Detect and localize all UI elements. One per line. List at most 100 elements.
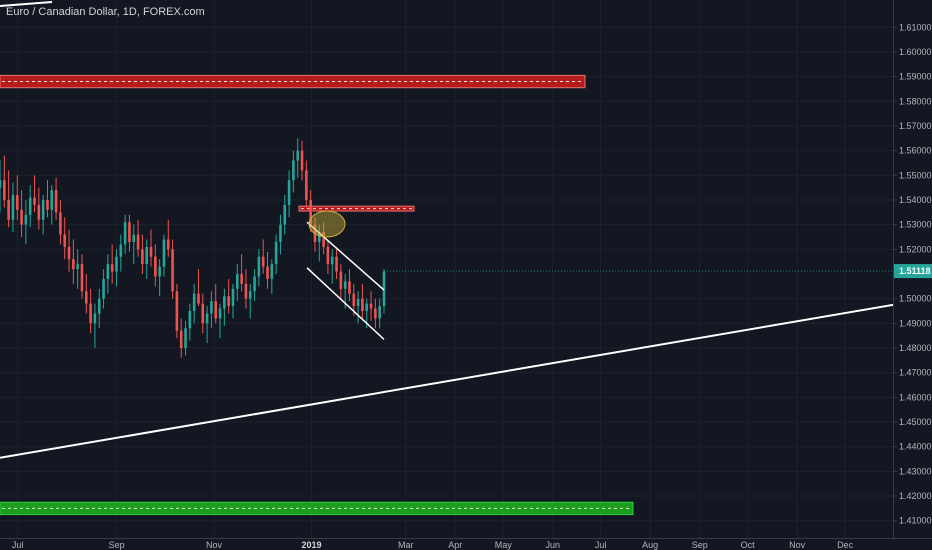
price-tick-label: 1.61000 <box>899 22 932 32</box>
candle-body <box>253 276 256 292</box>
candle-body <box>162 239 166 267</box>
candle-body <box>317 232 321 242</box>
trendline <box>0 303 894 459</box>
candle-body <box>296 150 300 161</box>
candle-body <box>356 298 360 307</box>
candle-body <box>136 234 140 250</box>
candle-body <box>115 256 118 272</box>
candle-body <box>305 170 308 200</box>
chart-annotations <box>306 210 893 340</box>
trendline-fragment <box>0 1 53 7</box>
candle-body <box>231 288 235 307</box>
candle-body <box>41 199 45 220</box>
time-axis[interactable]: Jul Sep Nov 2019 Mar Apr May Jun Jul Aug Sep Oct Nov… <box>0 538 932 550</box>
candle-body <box>63 234 67 247</box>
price-tick-label: 1.56000 <box>899 146 932 156</box>
price-tick-label: 1.46000 <box>899 392 932 402</box>
time-tick-label: Oct <box>741 540 756 550</box>
candle-body <box>171 249 174 292</box>
candle-body <box>145 246 148 265</box>
candle-body <box>236 274 239 289</box>
candle-body <box>7 199 10 220</box>
candle-body <box>348 281 351 294</box>
price-tick-label: 1.57000 <box>899 121 932 131</box>
candle-body <box>184 328 187 349</box>
time-tick-label: Mar <box>398 540 414 550</box>
candle-body <box>361 298 364 312</box>
candle-body <box>89 303 92 324</box>
candle-body <box>292 160 295 181</box>
candle-body <box>33 197 36 205</box>
candle-body <box>20 209 23 225</box>
candle-body <box>166 239 170 250</box>
candle-body <box>257 256 261 277</box>
candle-body <box>50 190 54 210</box>
candle-body <box>188 311 192 329</box>
candle-body <box>343 281 347 289</box>
candlestick-series <box>0 138 386 358</box>
candle-body <box>3 180 6 200</box>
time-axis-background <box>0 538 932 550</box>
candle-body <box>11 195 15 220</box>
candle-body <box>141 249 144 265</box>
candle-body <box>24 214 28 225</box>
candle-body <box>279 224 282 242</box>
candle-body <box>335 256 338 272</box>
candle-body <box>322 232 325 247</box>
last-price-label: 1.51118 <box>899 266 931 276</box>
price-tick-label: 1.50000 <box>899 294 932 304</box>
candle-body <box>369 303 373 309</box>
price-tick-label: 1.58000 <box>899 96 932 106</box>
candle-body <box>248 291 252 299</box>
highlight-ellipse <box>308 210 346 238</box>
candle-body <box>37 204 41 220</box>
candle-body <box>179 330 183 349</box>
price-zones <box>0 74 634 516</box>
channel-lower-line <box>306 267 385 340</box>
price-tick-label: 1.54000 <box>899 195 932 205</box>
price-tick-label: 1.49000 <box>899 318 932 328</box>
candle-body <box>240 274 243 284</box>
time-tick-label: Aug <box>642 540 658 550</box>
time-tick-label: Nov <box>789 540 806 550</box>
candle-body <box>201 303 205 324</box>
candle-body <box>287 180 291 205</box>
candle-body <box>84 291 88 304</box>
price-tick-label: 1.59000 <box>899 72 932 82</box>
price-tick-label: 1.44000 <box>899 442 932 452</box>
time-tick-label: Jul <box>595 540 607 550</box>
channel-upper-line <box>306 221 385 291</box>
time-tick-label: May <box>495 540 513 550</box>
time-tick-label: Nov <box>206 540 223 550</box>
candle-body <box>149 246 153 257</box>
candle-body <box>205 313 209 324</box>
candle-body <box>330 256 334 265</box>
candle-body <box>218 308 222 319</box>
candle-body <box>59 212 62 235</box>
candle-body <box>76 264 79 270</box>
chart-title: Euro / Canadian Dollar, 1D, FOREX.com <box>6 6 205 18</box>
candle-body <box>270 264 274 279</box>
price-tick-label: 1.48000 <box>899 343 932 353</box>
candle-body <box>374 308 377 319</box>
candle-body <box>28 197 32 215</box>
candle-body <box>119 244 123 257</box>
time-tick-label: Apr <box>448 540 462 550</box>
candle-body <box>128 222 131 242</box>
last-price-badge <box>894 264 932 279</box>
time-tick-label: Jul <box>12 540 24 550</box>
candle-body <box>97 298 101 314</box>
candle-body <box>46 199 49 210</box>
candle-body <box>158 266 161 277</box>
candle-body <box>266 266 269 279</box>
candle-body <box>67 246 71 260</box>
candle-body <box>54 190 58 213</box>
candle-body <box>339 271 343 289</box>
candle-body <box>244 283 248 299</box>
candle-body <box>274 241 278 265</box>
candle-body <box>72 259 75 270</box>
price-tick-label: 1.41000 <box>899 516 932 526</box>
candle-body <box>214 301 218 319</box>
price-axis[interactable]: 1.61000 1.60000 1.59000 1.58000 1.57000 1.560… <box>893 0 932 550</box>
